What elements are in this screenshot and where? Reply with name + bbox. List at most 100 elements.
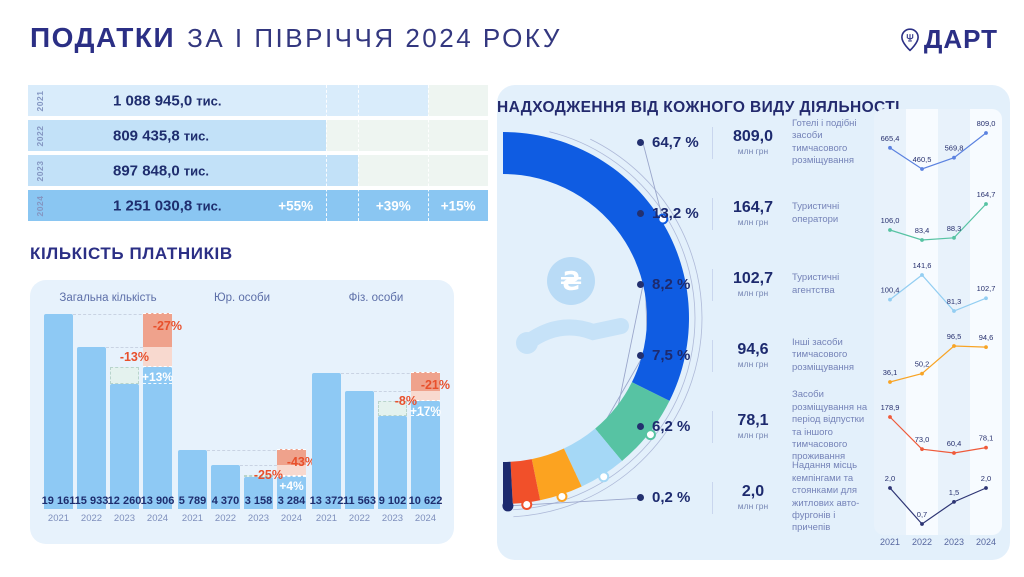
spark-point <box>888 486 892 490</box>
hand-coin-icon: ₴ <box>516 257 629 354</box>
bar-value: 10 622 <box>408 495 443 507</box>
bar-2023 <box>244 476 273 509</box>
year-label: 2024 <box>35 195 45 216</box>
tax-value: 809 435,8 тис. <box>113 127 209 144</box>
delta-vs-2021: -43% <box>286 455 316 470</box>
spark-point <box>984 445 988 450</box>
tax-value: 1 251 030,8 тис. <box>113 197 222 214</box>
payers-group-individual: Фіз. особи 13 372 11 563 9 102 10 622 -8% -21… <box>310 292 450 531</box>
spark-svg: 100,4 141,6 81,3 102,7 <box>881 261 996 313</box>
payers-years: 2021 2022 2023 2024 <box>312 513 440 531</box>
increase-zone <box>143 366 172 385</box>
spark-line <box>889 487 987 525</box>
spark-value-label: 81,3 <box>947 297 962 306</box>
spark-value-label: 50,2 <box>915 360 930 369</box>
spark-point <box>920 522 924 526</box>
spark-point <box>920 167 924 171</box>
pct-value: 6,2 % <box>652 418 691 435</box>
bar-value: 3 284 <box>277 495 306 507</box>
sparklines-panel: 665,4 460,5 569,8 809,0 106,0 83,4 88,3 164,7 … <box>874 109 1002 535</box>
payers-bars-individual: 13 372 11 563 9 102 10 622 -8% -21% +17% <box>310 314 450 509</box>
spark-value-label: 809,0 <box>977 119 996 128</box>
connector-line <box>507 497 644 507</box>
segment-dot <box>556 491 568 503</box>
bar-2024 <box>277 475 306 509</box>
tax-row-2021: 2021 1 088 945,0 тис. <box>28 85 488 116</box>
spark-point <box>952 451 956 455</box>
revenue-row-hotels: 64,7 % 809,0 млн грн Готелі і подібні зас… <box>637 107 873 178</box>
tax-bar-fill-2021 <box>28 85 429 116</box>
spark-point <box>984 202 988 206</box>
spark-value-label: 100,4 <box>881 286 900 295</box>
spark-svg: 36,1 50,2 96,5 94,6 <box>883 332 993 384</box>
bar-value: 3 158 <box>244 495 273 507</box>
guide-2021-level <box>73 314 172 315</box>
pct-value: 64,7 % <box>652 134 699 151</box>
payers-group-legal: Юр. особи 5 789 4 370 3 158 3 284 -25% -43% +4… <box>178 292 316 531</box>
spark-value-label: 88,3 <box>947 224 962 233</box>
year-label: 2023 <box>35 160 45 181</box>
spark-point <box>984 345 988 350</box>
spark-value-label: 102,7 <box>977 284 996 293</box>
bar-value: 15 933 <box>74 495 109 507</box>
spark-year: 2023 <box>943 537 965 547</box>
bar-value: 11 563 <box>342 495 377 507</box>
bar-value: 5 789 <box>178 495 207 507</box>
spark-years-row: 2021 2022 2023 2024 <box>874 537 1002 547</box>
spark-value-label: 60,4 <box>947 439 962 448</box>
increase-overlay <box>110 367 139 385</box>
payers-bars-legal: 5 789 4 370 3 158 3 284 -25% -43% +4% <box>178 314 316 509</box>
bullet-dot <box>637 210 644 217</box>
decrease-vs-2022-overlay <box>411 390 440 401</box>
tax-row-2024: 2024 1 251 030,8 тис. +55% +39% +15% <box>28 190 488 221</box>
revenue-row-operators: 13,2 % 164,7 млн грн Туристичні оператори <box>637 178 873 249</box>
amount: 102,7 млн грн <box>732 270 774 298</box>
bar-2023 <box>378 416 407 509</box>
bar-2022 <box>345 391 374 509</box>
spark-year: 2022 <box>911 537 933 547</box>
year-label: 2022 <box>214 513 237 524</box>
amount: 2,0 млн грн <box>737 483 769 511</box>
amount: 94,6 млн грн <box>737 341 769 369</box>
year-label: 2022 <box>348 513 371 524</box>
spark-chart-vacation: 178,9 73,0 60,4 78,1 <box>874 393 1002 464</box>
tax-row-2023: 2023 897 848,0 тис. <box>28 155 488 186</box>
activity-label: Туристичні оператори <box>792 201 840 225</box>
activity-label: Засоби розміщування на період відпустки … <box>792 389 868 463</box>
tax-value: 1 088 945,0 тис. <box>113 92 222 109</box>
segment-dot <box>502 500 514 512</box>
divider <box>712 339 713 372</box>
spark-value-label: 73,0 <box>915 435 930 444</box>
spark-point <box>984 486 988 490</box>
bullet-dot <box>637 494 644 501</box>
bar-value: 12 260 <box>107 495 142 507</box>
delta-vs-2022: -13% <box>119 349 149 364</box>
spark-line <box>889 274 987 312</box>
spark-point <box>984 131 988 135</box>
revenue-section-title: НАДХОДЖЕННЯ ВІД КОЖНОГО ВИДУ ДІЯЛЬНОСТІ <box>497 99 900 116</box>
hryvnia-symbol: ₴ <box>560 267 582 297</box>
activity-label: Готелі і подібні засоби тимчасового розм… <box>792 117 857 166</box>
pct-value: 7,5 % <box>652 347 691 364</box>
bullet-dot <box>637 352 644 359</box>
bar-2022 <box>211 464 240 509</box>
growth-label-vs-2021: +15% <box>440 198 476 213</box>
spark-line <box>889 132 987 170</box>
spark-line <box>889 203 987 241</box>
decrease-vs-2021-overlay <box>277 449 306 465</box>
spark-line <box>889 416 987 454</box>
year-label: 2024 <box>280 513 303 524</box>
increase-overlay <box>244 474 273 477</box>
year-label: 2023 <box>247 513 270 524</box>
guide-2022-level <box>240 464 306 466</box>
increase-zone <box>411 400 440 417</box>
spark-value-label: 1,5 <box>949 488 959 497</box>
year-label: 2021 <box>181 513 204 524</box>
spark-point <box>984 296 988 301</box>
group-title: Юр. особи <box>213 292 271 304</box>
bar-2024 <box>411 400 440 509</box>
payers-card: Загальна кількість 19 161 15 933 12 260 13 … <box>30 280 454 544</box>
spark-chart-agencies: 100,4 141,6 81,3 102,7 <box>874 251 1002 322</box>
donut-segment <box>510 459 541 504</box>
amount: 809,0 млн грн <box>732 128 774 156</box>
